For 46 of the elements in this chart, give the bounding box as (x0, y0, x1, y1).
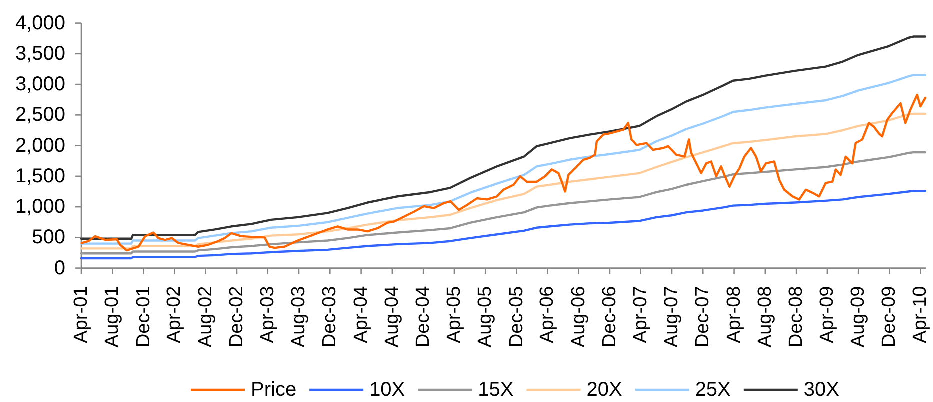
x-tick-label: Dec-01 (133, 286, 154, 348)
y-tick-label: 4,000 (15, 12, 66, 34)
legend-label: 30X (804, 379, 840, 401)
legend-label: Price (251, 379, 297, 401)
legend-label: 20X (586, 379, 622, 401)
y-tick-label: 0 (54, 257, 66, 280)
y-tick-label: 2,000 (15, 134, 66, 157)
x-tick-label: Aug-02 (195, 286, 216, 348)
x-tick-label: Apr-05 (444, 286, 465, 344)
x-tick-label: Dec-07 (692, 286, 714, 348)
y-tick-label: 1,500 (15, 165, 66, 188)
line-series (80, 151, 927, 255)
x-tick-label: Apr-03 (257, 286, 278, 344)
x-tick-label: Apr-08 (724, 286, 745, 344)
x-tick-label: Dec-05 (506, 286, 528, 348)
x-tick-label: Aug-09 (848, 286, 870, 348)
x-tick-label: Aug-03 (288, 286, 310, 348)
line-series (80, 36, 927, 240)
x-tick-label: Apr-02 (164, 286, 186, 344)
y-tick-label: 1,000 (15, 196, 66, 218)
x-tick-label: Aug-04 (382, 286, 403, 348)
legend-label: 25X (695, 379, 731, 401)
x-tick-label: Dec-09 (879, 286, 900, 348)
x-tick-label: Aug-08 (754, 286, 776, 348)
x-tick-label: Dec-06 (599, 286, 620, 348)
legend-label: 10X (370, 379, 406, 401)
x-tick-label: Dec-08 (786, 286, 808, 348)
x-tick-label: Aug-06 (568, 286, 590, 348)
x-tick-label: Aug-05 (475, 286, 496, 348)
x-tick-label: Apr-06 (537, 286, 558, 344)
y-tick-label: 500 (32, 226, 66, 249)
y-tick-label: 2,500 (15, 104, 66, 126)
line-series (80, 190, 927, 260)
x-tick-label: Apr-01 (71, 286, 92, 344)
legend-label: 15X (478, 379, 514, 401)
y-tick-label: 3,000 (15, 74, 66, 96)
x-tick-label: Aug-01 (102, 286, 124, 348)
x-tick-label: Apr-07 (630, 286, 652, 344)
x-tick-label: Dec-04 (413, 286, 434, 348)
y-tick-label: 3,500 (15, 42, 66, 65)
x-tick-label: Dec-02 (226, 286, 248, 348)
x-tick-label: Aug-07 (661, 286, 682, 348)
x-tick-label: Apr-09 (816, 286, 838, 344)
x-tick-label: Apr-04 (350, 286, 372, 344)
x-tick-label: Apr-10 (910, 286, 932, 344)
x-tick-label: Dec-03 (320, 286, 341, 348)
